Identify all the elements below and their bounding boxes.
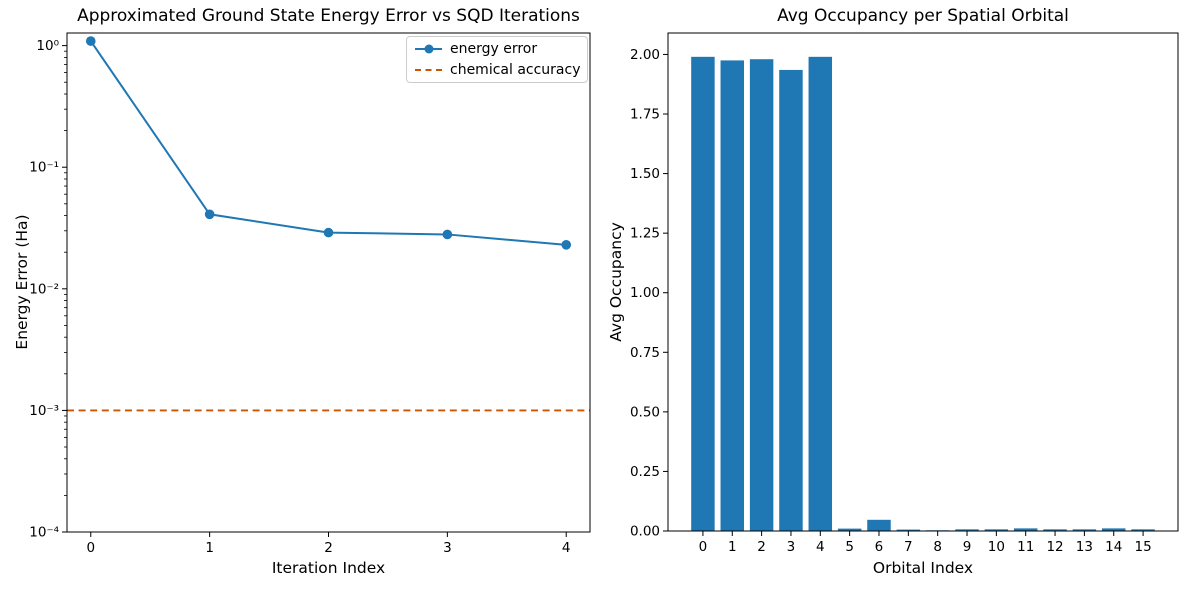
x-tick-label: 9 bbox=[963, 539, 972, 555]
y-tick-label: 1.50 bbox=[630, 166, 660, 182]
y-tick-label: 0.25 bbox=[630, 464, 660, 480]
x-tick-label: 7 bbox=[904, 539, 913, 555]
x-tick-label: 6 bbox=[875, 539, 884, 555]
y-tick-label: 0.50 bbox=[630, 404, 660, 420]
x-tick-label: 14 bbox=[1105, 539, 1122, 555]
occupancy-bar bbox=[955, 529, 979, 531]
occupancy-bar bbox=[867, 519, 891, 531]
left-xaxis-label: Iteration Index bbox=[271, 559, 386, 577]
occupancy-bar bbox=[749, 59, 774, 532]
y-tick-label: 1.00 bbox=[630, 285, 660, 301]
occupancy-bar bbox=[984, 529, 1009, 531]
occupancy-bar bbox=[837, 528, 862, 531]
energy-error-marker bbox=[85, 36, 96, 46]
x-tick-label: 2 bbox=[324, 540, 333, 556]
energy-error-line-sample-icon bbox=[415, 44, 442, 54]
x-tick-label: 12 bbox=[1046, 539, 1063, 555]
x-tick-label: 2 bbox=[757, 539, 766, 555]
y-tick-label: 1.25 bbox=[630, 226, 660, 242]
y-tick-label: 10⁻¹ bbox=[29, 160, 59, 176]
chemical-accuracy-dashed-line-icon bbox=[415, 69, 442, 71]
right-yaxis-label: Avg Occupancy bbox=[607, 222, 625, 342]
x-tick-label: 4 bbox=[816, 539, 825, 555]
y-tick-label: 0.75 bbox=[630, 345, 660, 361]
y-tick-label: 0.00 bbox=[630, 524, 660, 540]
occupancy-bar bbox=[1101, 528, 1126, 531]
y-tick-label: 2.00 bbox=[630, 47, 660, 63]
occupancy-bar bbox=[896, 529, 921, 531]
legend-label-energy-error: energy error bbox=[450, 41, 538, 57]
energy-error-marker bbox=[561, 240, 572, 250]
x-tick-label: 15 bbox=[1134, 539, 1151, 555]
occupancy-bar bbox=[1013, 528, 1038, 531]
x-tick-label: 8 bbox=[933, 539, 942, 555]
occupancy-bar bbox=[779, 69, 803, 531]
legend-box: energy error chemical accuracy bbox=[406, 36, 588, 83]
x-tick-label: 1 bbox=[205, 540, 214, 556]
x-tick-label: 13 bbox=[1076, 539, 1093, 555]
legend-entry-energy-error: energy error bbox=[415, 41, 579, 57]
x-tick-label: 11 bbox=[1017, 539, 1034, 555]
right-plot-title: Avg Occupancy per Spatial Orbital bbox=[777, 6, 1069, 26]
energy-error-marker-icon bbox=[424, 44, 433, 54]
x-tick-label: 0 bbox=[86, 540, 95, 556]
left-plot-title: Approximated Ground State Energy Error v… bbox=[77, 6, 580, 26]
energy-error-marker bbox=[323, 227, 334, 238]
x-tick-label: 5 bbox=[845, 539, 854, 555]
x-tick-label: 1 bbox=[728, 539, 737, 555]
axes-frame bbox=[66, 32, 591, 533]
y-tick-label: 10⁰ bbox=[36, 38, 59, 54]
occupancy-bar bbox=[1043, 529, 1067, 531]
occupancy-bar bbox=[720, 60, 745, 531]
occupancy-bar bbox=[1131, 529, 1155, 531]
energy-error-marker bbox=[442, 229, 453, 240]
energy-error-marker bbox=[204, 209, 215, 220]
occupancy-bar bbox=[808, 56, 833, 531]
left-yaxis-label: Energy Error (Ha) bbox=[13, 214, 31, 350]
x-tick-label: 4 bbox=[562, 540, 571, 556]
legend-entry-chemical-accuracy: chemical accuracy bbox=[415, 62, 581, 78]
x-tick-label: 3 bbox=[787, 539, 796, 555]
right-xaxis-label: Orbital Index bbox=[872, 559, 974, 577]
x-tick-label: 0 bbox=[699, 539, 708, 555]
occupancy-bar bbox=[1072, 529, 1097, 531]
y-tick-label: 10⁻⁴ bbox=[29, 525, 59, 541]
y-tick-label: 10⁻³ bbox=[29, 403, 59, 419]
y-tick-label: 1.75 bbox=[630, 107, 660, 123]
axes-frame bbox=[667, 32, 1179, 532]
x-tick-label: 10 bbox=[988, 539, 1005, 555]
legend-label-chemical-accuracy: chemical accuracy bbox=[450, 62, 581, 78]
x-tick-label: 3 bbox=[443, 540, 452, 556]
y-tick-label: 10⁻² bbox=[29, 281, 59, 297]
occupancy-bar bbox=[691, 56, 715, 531]
